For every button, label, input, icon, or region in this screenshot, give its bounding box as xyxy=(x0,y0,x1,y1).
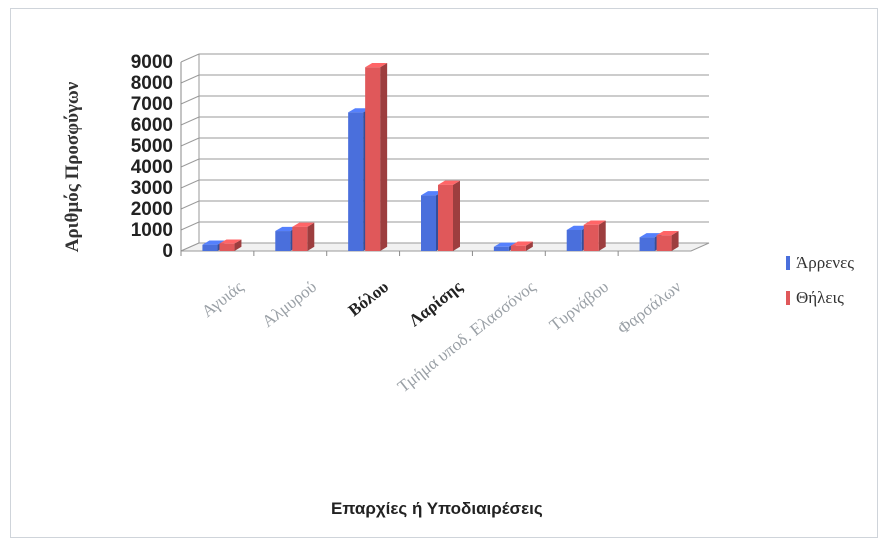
y-axis-title: Αριθμός Προσφύγων xyxy=(62,81,83,253)
y-tick-label: 2000 xyxy=(131,199,173,220)
bar-0 xyxy=(421,195,436,251)
bar-0 xyxy=(275,231,291,251)
bar-side-1 xyxy=(307,222,315,251)
bar-top-1 xyxy=(219,239,242,244)
gridline-side xyxy=(180,53,200,63)
bar-top-0 xyxy=(421,191,443,196)
gridline-side xyxy=(180,221,200,231)
y-tick-label: 1000 xyxy=(131,220,173,241)
bar-side-1 xyxy=(671,231,679,251)
y-tick-label: 8000 xyxy=(131,73,173,94)
bar-1 xyxy=(583,224,599,251)
bar-top-0 xyxy=(202,240,225,245)
bar-0 xyxy=(639,237,655,251)
bar-1 xyxy=(219,243,235,251)
y-tick-label: 0 xyxy=(162,241,173,262)
bar-side-1 xyxy=(598,220,606,251)
bar-0 xyxy=(202,244,218,251)
bar-side-1 xyxy=(525,241,533,251)
y-tick-label: 6000 xyxy=(131,115,173,136)
bar-top-1 xyxy=(510,241,533,246)
bar-0 xyxy=(566,230,582,251)
x-axis-title: Επαρχίες ή Υποδιαιρέσεις xyxy=(331,499,543,518)
bar-top-1 xyxy=(583,220,606,225)
y-tick-label: 9000 xyxy=(131,52,173,73)
bar-0 xyxy=(348,112,364,252)
bar-top-1 xyxy=(656,231,679,236)
bar-0 xyxy=(493,246,509,251)
legend-item-females: Θήλεις xyxy=(786,288,844,308)
bar-1 xyxy=(438,184,453,251)
legend-item-males: Άρρενες xyxy=(786,253,854,273)
bar-top-1 xyxy=(365,63,388,68)
bar-1 xyxy=(365,67,381,251)
gridline-side xyxy=(180,179,200,189)
legend-swatch-females xyxy=(786,291,790,305)
bar-1 xyxy=(656,235,672,251)
legend-label-males: Άρρενες xyxy=(796,253,854,272)
bar-side-1 xyxy=(234,239,242,251)
bar-top-0 xyxy=(275,226,298,232)
bar-top-0 xyxy=(639,233,662,238)
legend-swatch-males xyxy=(786,256,790,270)
y-tick-label: 3000 xyxy=(131,178,173,199)
chart-frame: 0 1000 2000 3000 4000 5000 6000 7000 8000 9000 Αρ… xyxy=(10,8,878,538)
bar-top-0 xyxy=(493,242,516,247)
gridline-side xyxy=(180,116,200,126)
bar-side-1 xyxy=(380,63,388,251)
bar-top-1 xyxy=(292,222,315,227)
legend-label-females: Θήλεις xyxy=(796,288,844,307)
bar-side-1 xyxy=(453,180,460,251)
y-tick-label: 5000 xyxy=(131,136,173,157)
gridline-side xyxy=(180,95,200,105)
bar-1 xyxy=(292,226,308,251)
gridline-side xyxy=(180,200,200,210)
gridline-side xyxy=(180,137,200,147)
bar-top-1 xyxy=(438,180,460,185)
gridline-side xyxy=(180,158,200,168)
bar-top-0 xyxy=(566,225,589,230)
bar-1 xyxy=(510,245,526,251)
y-tick-label: 7000 xyxy=(131,94,173,115)
bar-top-0 xyxy=(348,108,371,113)
y-tick-label: 4000 xyxy=(131,157,173,178)
gridline-side xyxy=(180,74,200,84)
